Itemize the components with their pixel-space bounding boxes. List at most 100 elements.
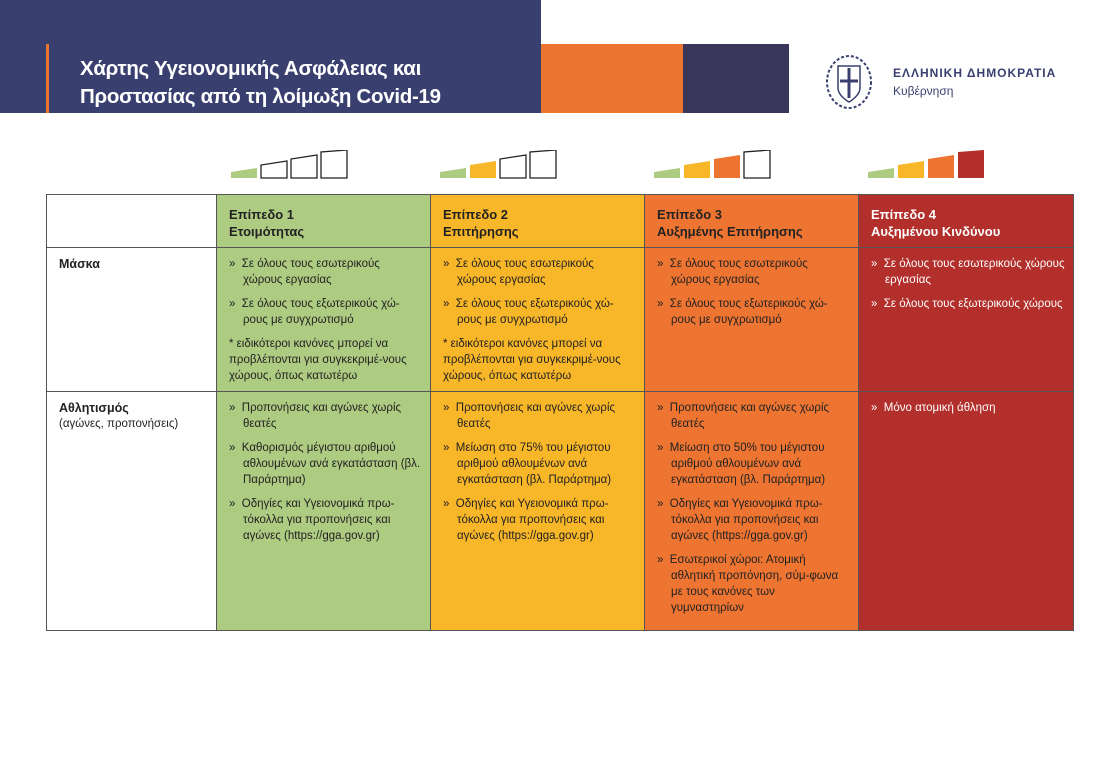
coat-of-arms-logo xyxy=(826,55,872,109)
item-text: Καθορισμός μέγιστου αριθμού αθλουμένων α… xyxy=(241,442,421,486)
gov-sub: Κυβέρνηση xyxy=(893,84,954,98)
measure-cell: » Σε όλους τους εσωτερικούς χώρους εργασ… xyxy=(858,247,1074,392)
orange-block xyxy=(541,44,683,113)
item-text: Σε όλους τους εσωτερικούς χώρους εργασία… xyxy=(669,258,808,286)
item-text: Σε όλους τους εσωτερικούς χώρους εργασία… xyxy=(883,258,1065,286)
measure-cell: » Σε όλους τους εσωτερικούς χώρους εργασ… xyxy=(644,247,859,392)
signal-bar xyxy=(928,155,954,178)
level-header-1: Επίπεδο 1 Ετοιμότητας xyxy=(216,194,431,248)
government-label: ΕΛΛΗΝΙΚΗ ΔΗΜΟΚΡΑΤΙΑ Κυβέρνηση xyxy=(893,66,1056,98)
item-text: Σε όλους τους εξωτερικούς χώ-ρους με συγ… xyxy=(241,298,400,326)
list-item: » Σε όλους τους εξωτερικούς χώ-ρους με σ… xyxy=(657,298,828,326)
item-text: Προπονήσεις και αγώνες χωρίς θεατές xyxy=(455,402,616,430)
level-subtitle: Αυξημένης Επιτήρησης xyxy=(657,224,803,239)
list-item: » Μείωση στο 50% του μέγιστου αριθμού αθ… xyxy=(657,442,826,486)
list-item: » Οδηγίες και Υγειονομικά πρω-τόκολλα γι… xyxy=(443,498,609,542)
measure-cell: » Σε όλους τους εσωτερικούς χώρους εργασ… xyxy=(216,247,431,392)
item-text: Σε όλους τους εσωτερικούς χώρους εργασία… xyxy=(241,258,380,286)
row-label: Αθλητισμός xyxy=(59,401,129,415)
signal-bar xyxy=(440,168,466,178)
signal-bar xyxy=(470,161,496,178)
signal-bar xyxy=(529,150,557,179)
dark-block xyxy=(683,44,789,113)
list-item: » Οδηγίες και Υγειονομικά πρω-τόκολλα γι… xyxy=(657,498,823,542)
measures-table: Επίπεδο 1 Ετοιμότητας Επίπεδο 2 Επιτήρησης Ε… xyxy=(46,194,1074,631)
signal-level-icon xyxy=(440,150,557,179)
level-subtitle: Επιτήρησης xyxy=(443,224,519,239)
level-title: Επίπεδο 2 xyxy=(443,207,509,222)
item-text: Εσωτερικοί χώροι: Ατομική αθλητική προπό… xyxy=(669,554,839,614)
list-item: » Προπονήσεις και αγώνες χωρίς θεατές xyxy=(443,402,616,430)
measure-cell: » Σε όλους τους εσωτερικούς χώρους εργασ… xyxy=(430,247,645,392)
measure-cell: » Μόνο ατομική άθληση xyxy=(858,391,1074,631)
signal-bar xyxy=(290,154,318,179)
header-banner xyxy=(0,0,541,113)
signal-bar xyxy=(499,154,527,179)
level-title: Επίπεδο 4 xyxy=(871,207,937,222)
accent-bar xyxy=(46,44,49,113)
item-text: Μόνο ατομική άθληση xyxy=(883,402,996,414)
list-item: » Εσωτερικοί χώροι: Ατομική αθλητική προ… xyxy=(657,554,839,614)
item-text: Προπονήσεις και αγώνες χωρίς θεατές xyxy=(669,402,830,430)
item-text: Σε όλους τους εξωτερικούς χώ-ρους με συγ… xyxy=(455,298,614,326)
list-item: » Σε όλους τους εξωτερικούς χώ-ρους με σ… xyxy=(443,298,614,326)
header-row: Επίπεδο 1 Ετοιμότητας Επίπεδο 2 Επιτήρησης Ε… xyxy=(46,194,1074,248)
level-title: Επίπεδο 3 xyxy=(657,207,723,222)
signal-bar xyxy=(958,150,984,178)
item-text: Σε όλους τους εξωτερικούς χώρους xyxy=(883,298,1063,310)
list-item: » Προπονήσεις και αγώνες χωρίς θεατές xyxy=(657,402,830,430)
signal-level-icon xyxy=(231,150,348,179)
list-item: » Μόνο ατομική άθληση xyxy=(871,402,996,414)
item-text: Σε όλους τους εξωτερικούς χώ-ρους με συγ… xyxy=(669,298,828,326)
list-item: » Σε όλους τους εσωτερικούς χώρους εργασ… xyxy=(443,258,594,286)
item-text: Σε όλους τους εσωτερικούς χώρους εργασία… xyxy=(455,258,594,286)
footnote: * ειδικότεροι κανόνες μπορεί να προβλέπο… xyxy=(443,338,621,382)
row-sublabel: (αγώνες, προπονήσεις) xyxy=(59,418,179,430)
signal-bar xyxy=(260,160,288,179)
signal-bar xyxy=(654,168,680,178)
table-row: Αθλητισμός (αγώνες, προπονήσεις) » Προπονή… xyxy=(46,391,1074,631)
list-item: » Σε όλους τους εσωτερικούς χώρους εργασ… xyxy=(871,258,1065,286)
list-item: » Σε όλους τους εξωτερικούς χώρους xyxy=(871,298,1063,310)
level-subtitle: Ετοιμότητας xyxy=(229,224,305,239)
table-row: Μάσκα » Σε όλους τους εσωτερικούς χώρους … xyxy=(46,247,1074,392)
gov-name: ΕΛΛΗΝΙΚΗ ΔΗΜΟΚΡΑΤΙΑ xyxy=(893,66,1057,80)
list-item: » Οδηγίες και Υγειονομικά πρω-τόκολλα γι… xyxy=(229,498,395,542)
list-item: » Σε όλους τους εσωτερικούς χώρους εργασ… xyxy=(229,258,380,286)
level-subtitle: Αυξημένου Κινδύνου xyxy=(871,224,1001,239)
signal-bar xyxy=(898,161,924,178)
empty-header-cell xyxy=(46,194,217,248)
level-title: Επίπεδο 1 xyxy=(229,207,295,222)
level-header-2: Επίπεδο 2 Επιτήρησης xyxy=(430,194,645,248)
measure-cell: » Προπονήσεις και αγώνες χωρίς θεατές » Κ… xyxy=(216,391,431,631)
list-item: » Σε όλους τους εσωτερικούς χώρους εργασ… xyxy=(657,258,808,286)
item-text: Μείωση στο 50% του μέγιστου αριθμού αθλο… xyxy=(669,442,826,486)
level-header-4: Επίπεδο 4 Αυξημένου Κινδύνου xyxy=(858,194,1074,248)
row-label-cell: Μάσκα xyxy=(46,247,217,392)
row-label-cell: Αθλητισμός (αγώνες, προπονήσεις) xyxy=(46,391,217,631)
signal-level-icon xyxy=(654,150,771,179)
list-item: » Μείωση στο 75% του μέγιστου αριθμού αθ… xyxy=(443,442,612,486)
item-text: Οδηγίες και Υγειονομικά πρω-τόκολλα για … xyxy=(455,498,609,542)
item-text: Οδηγίες και Υγειονομικά πρω-τόκολλα για … xyxy=(241,498,395,542)
signal-bar xyxy=(714,155,740,178)
measure-cell: » Προπονήσεις και αγώνες χωρίς θεατές » Μ… xyxy=(644,391,859,631)
signal-bar xyxy=(684,161,710,178)
row-label: Μάσκα xyxy=(59,257,100,271)
footnote: * ειδικότεροι κανόνες μπορεί να προβλέπο… xyxy=(229,338,407,382)
signal-bar xyxy=(743,150,771,179)
list-item: » Καθορισμός μέγιστου αριθμού αθλουμένων… xyxy=(229,442,421,486)
item-text: Προπονήσεις και αγώνες χωρίς θεατές xyxy=(241,402,402,430)
signal-bar xyxy=(320,150,348,179)
title-line-1: Χάρτης Υγειονομικής Ασφάλειας και xyxy=(80,57,421,80)
signal-bar xyxy=(231,168,257,178)
signal-level-icon xyxy=(868,150,984,178)
list-item: » Προπονήσεις και αγώνες χωρίς θεατές xyxy=(229,402,402,430)
title-line-2: Προστασίας από τη λοίμωξη Covid-19 xyxy=(80,85,441,108)
item-text: Οδηγίες και Υγειονομικά πρω-τόκολλα για … xyxy=(669,498,823,542)
item-text: Μείωση στο 75% του μέγιστου αριθμού αθλο… xyxy=(455,442,612,486)
signal-bar xyxy=(868,168,894,178)
list-item: » Σε όλους τους εξωτερικούς χώ-ρους με σ… xyxy=(229,298,400,326)
measure-cell: » Προπονήσεις και αγώνες χωρίς θεατές » Μ… xyxy=(430,391,645,631)
level-header-3: Επίπεδο 3 Αυξημένης Επιτήρησης xyxy=(644,194,859,248)
